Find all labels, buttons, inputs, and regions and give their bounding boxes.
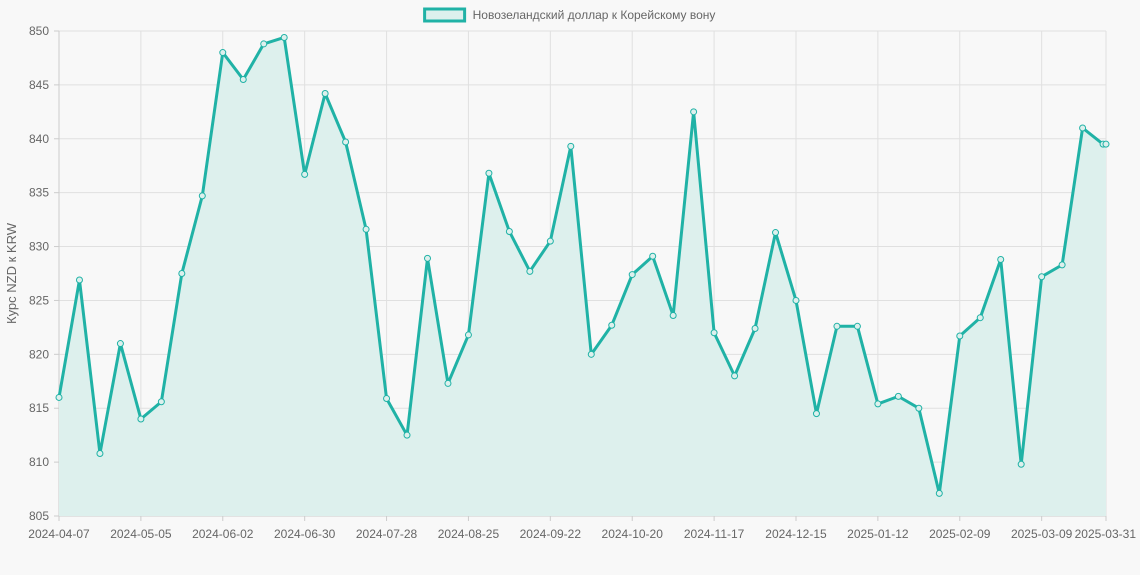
data-point[interactable] xyxy=(423,254,431,262)
x-axis-ticks: 2024-04-07 2024-05-05 2024-06-02 2024-06-30… xyxy=(28,527,1136,541)
data-point[interactable] xyxy=(280,33,288,41)
x-tick-label: 2024-10-20 xyxy=(602,527,664,541)
y-tick-label: 825 xyxy=(29,293,49,307)
x-tick-label: 2024-06-02 xyxy=(192,527,254,541)
data-point[interactable] xyxy=(812,410,820,418)
data-point[interactable] xyxy=(751,324,759,332)
x-tick-label: 2024-06-30 xyxy=(274,527,336,541)
data-point[interactable] xyxy=(362,225,370,233)
data-point[interactable] xyxy=(464,331,472,339)
y-tick-label: 830 xyxy=(29,240,49,254)
data-point[interactable] xyxy=(301,170,309,178)
data-point[interactable] xyxy=(137,415,145,423)
legend-label[interactable]: Новозеландский доллар к Корейскому вону xyxy=(473,8,716,22)
data-point[interactable] xyxy=(731,372,739,380)
data-point[interactable] xyxy=(772,229,780,237)
data-point[interactable] xyxy=(915,404,923,412)
data-point[interactable] xyxy=(587,350,595,358)
data-point[interactable] xyxy=(669,312,677,320)
legend[interactable]: Новозеландский доллар к Корейскому вону xyxy=(423,7,716,23)
y-axis-ticks: 805 810 815 820 825 830 835 840 845 850 xyxy=(29,24,49,523)
data-point[interactable] xyxy=(935,489,943,497)
data-point[interactable] xyxy=(1038,273,1046,281)
data-point[interactable] xyxy=(1058,261,1066,269)
data-point[interactable] xyxy=(792,296,800,304)
legend-swatch[interactable] xyxy=(423,7,467,23)
data-point[interactable] xyxy=(690,108,698,116)
data-point[interactable] xyxy=(1017,460,1025,468)
data-point[interactable] xyxy=(649,252,657,260)
data-point[interactable] xyxy=(628,271,636,279)
y-tick-label: 835 xyxy=(29,186,49,200)
data-point[interactable] xyxy=(710,329,718,337)
x-tick-label: 2024-07-28 xyxy=(356,527,418,541)
y-tick-label: 805 xyxy=(29,509,49,523)
x-tick-label: 2025-02-09 xyxy=(929,527,991,541)
data-point[interactable] xyxy=(1102,140,1110,148)
x-tick-label: 2024-12-15 xyxy=(765,527,827,541)
data-point[interactable] xyxy=(997,255,1005,263)
data-point[interactable] xyxy=(567,142,575,150)
x-tick-label: 2025-01-12 xyxy=(847,527,909,541)
data-point[interactable] xyxy=(96,449,104,457)
data-point[interactable] xyxy=(505,227,513,235)
data-point[interactable] xyxy=(198,192,206,200)
data-point[interactable] xyxy=(260,40,268,48)
data-point[interactable] xyxy=(546,237,554,245)
y-tick-label: 815 xyxy=(29,401,49,415)
x-tick-label: 2025-03-31 xyxy=(1075,527,1137,541)
data-point[interactable] xyxy=(157,398,165,406)
y-tick-label: 810 xyxy=(29,455,49,469)
data-point[interactable] xyxy=(485,169,493,177)
x-tick-label: 2024-08-25 xyxy=(438,527,500,541)
data-point[interactable] xyxy=(116,340,124,348)
x-tick-label: 2024-05-05 xyxy=(110,527,172,541)
data-point[interactable] xyxy=(874,400,882,408)
data-point[interactable] xyxy=(1079,124,1087,132)
y-tick-label: 850 xyxy=(29,24,49,38)
x-tick-label: 2025-03-09 xyxy=(1011,527,1073,541)
data-point[interactable] xyxy=(608,321,616,329)
data-points xyxy=(55,33,1110,497)
y-tick-label: 820 xyxy=(29,347,49,361)
data-point[interactable] xyxy=(833,322,841,330)
data-point[interactable] xyxy=(75,276,83,284)
data-point[interactable] xyxy=(342,138,350,146)
y-tick-label: 845 xyxy=(29,78,49,92)
data-point[interactable] xyxy=(239,76,247,83)
data-point[interactable] xyxy=(219,49,227,57)
data-point[interactable] xyxy=(976,314,984,322)
x-tick-label: 2024-11-17 xyxy=(684,527,745,541)
y-axis-title: Курс NZD к KRW xyxy=(4,222,19,324)
y-tick-label: 840 xyxy=(29,132,49,146)
data-point[interactable] xyxy=(526,267,534,275)
x-tick-label: 2024-09-22 xyxy=(520,527,582,541)
data-point[interactable] xyxy=(178,270,186,277)
data-point[interactable] xyxy=(956,332,964,340)
data-point[interactable] xyxy=(894,392,902,400)
data-point[interactable] xyxy=(403,431,411,439)
data-point[interactable] xyxy=(55,393,63,401)
data-point[interactable] xyxy=(321,90,329,98)
x-tick-label: 2024-04-07 xyxy=(28,527,90,541)
data-point[interactable] xyxy=(444,379,452,387)
data-point[interactable] xyxy=(853,322,861,330)
data-point[interactable] xyxy=(383,395,391,403)
